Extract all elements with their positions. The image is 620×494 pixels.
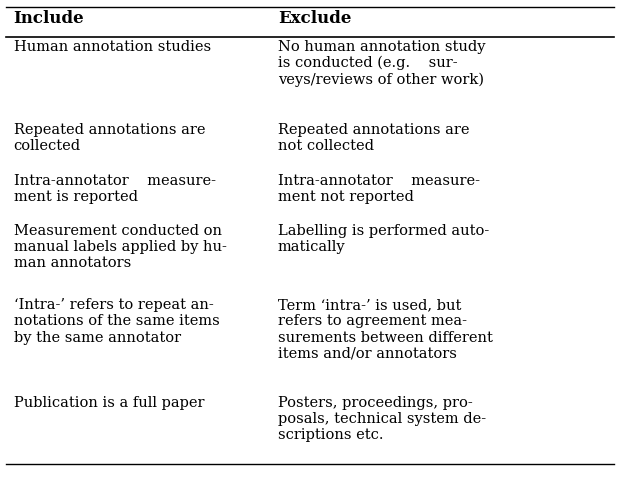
Text: Term ‘intra-’ is used, but
refers to agreement mea-
surements between different
: Term ‘intra-’ is used, but refers to agr…	[278, 298, 493, 361]
Text: Labelling is performed auto-
matically: Labelling is performed auto- matically	[278, 224, 489, 254]
Text: Human annotation studies: Human annotation studies	[14, 40, 211, 54]
Text: Intra-annotator    measure-
ment is reported: Intra-annotator measure- ment is reporte…	[14, 174, 216, 204]
Text: Posters, proceedings, pro-
posals, technical system de-
scriptions etc.: Posters, proceedings, pro- posals, techn…	[278, 396, 486, 442]
Text: Exclude: Exclude	[278, 10, 352, 27]
Text: ‘Intra-’ refers to repeat an-
notations of the same items
by the same annotator: ‘Intra-’ refers to repeat an- notations …	[14, 298, 219, 344]
Text: Publication is a full paper: Publication is a full paper	[14, 396, 204, 410]
Text: Measurement conducted on
manual labels applied by hu-
man annotators: Measurement conducted on manual labels a…	[14, 224, 226, 270]
Text: Repeated annotations are
not collected: Repeated annotations are not collected	[278, 123, 469, 153]
Text: No human annotation study
is conducted (e.g.    sur-
veys/reviews of other work): No human annotation study is conducted (…	[278, 40, 485, 87]
Text: Include: Include	[14, 10, 84, 27]
Text: Intra-annotator    measure-
ment not reported: Intra-annotator measure- ment not report…	[278, 174, 480, 204]
Text: Repeated annotations are
collected: Repeated annotations are collected	[14, 123, 205, 153]
